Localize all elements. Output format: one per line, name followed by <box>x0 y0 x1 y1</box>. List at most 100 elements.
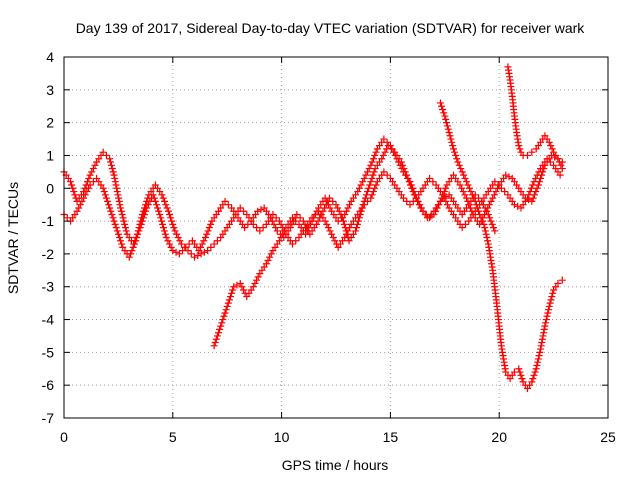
data-point <box>334 217 342 225</box>
data-point <box>91 161 99 169</box>
data-point <box>241 224 249 232</box>
data-point <box>133 230 141 238</box>
data-point <box>483 234 491 241</box>
data-point <box>458 184 466 192</box>
data-point <box>257 206 265 214</box>
data-point <box>344 204 352 212</box>
data-point <box>166 211 174 219</box>
data-point <box>200 248 208 256</box>
data-point <box>354 188 362 196</box>
data-point <box>346 201 354 209</box>
data-point <box>224 201 232 209</box>
data-point <box>99 184 107 192</box>
data-point <box>198 240 206 248</box>
data-point <box>254 207 262 215</box>
data-point <box>481 204 489 212</box>
data-point <box>236 279 244 287</box>
data-point <box>472 201 480 209</box>
data-point <box>488 220 496 228</box>
data-point <box>440 109 448 117</box>
data-point <box>381 148 389 156</box>
data-point <box>139 207 147 215</box>
data-point <box>494 181 502 189</box>
data-point <box>549 289 557 297</box>
data-point <box>170 224 178 232</box>
data-point <box>357 181 365 189</box>
data-point <box>111 178 119 186</box>
data-point <box>127 250 135 258</box>
x-tick-label: 25 <box>600 429 616 445</box>
data-point <box>399 194 407 202</box>
chart-title: Day 139 of 2017, Sidereal Day-to-day VTE… <box>76 20 586 36</box>
x-tick-label: 10 <box>274 429 290 445</box>
data-point <box>229 286 237 294</box>
data-point <box>542 316 550 324</box>
data-point <box>201 234 209 241</box>
data-point <box>221 309 229 317</box>
series-3 <box>210 135 499 350</box>
y-tick-label: -6 <box>42 377 55 393</box>
data-point <box>446 132 454 140</box>
data-point <box>335 207 343 215</box>
data-point <box>210 342 218 350</box>
series-2 <box>60 155 564 261</box>
data-point <box>279 230 287 238</box>
data-point <box>536 348 544 356</box>
data-point <box>169 247 177 255</box>
data-point <box>118 211 126 219</box>
data-point <box>479 201 487 209</box>
data-point <box>292 237 300 245</box>
data-point <box>371 184 379 192</box>
data-point <box>212 335 220 343</box>
data-point <box>135 224 143 232</box>
data-point <box>104 197 112 205</box>
data-point <box>256 227 264 235</box>
data-point <box>306 220 314 228</box>
data-point <box>386 142 394 150</box>
y-tick-label: -4 <box>42 312 55 328</box>
data-point <box>403 197 411 205</box>
data-point <box>407 181 415 189</box>
data-point <box>444 201 452 209</box>
data-point <box>463 178 471 186</box>
data-point <box>414 197 422 205</box>
data-point <box>70 188 78 196</box>
data-point <box>470 194 478 202</box>
data-point <box>450 145 458 153</box>
data-point <box>109 168 117 176</box>
data-point <box>416 201 424 209</box>
data-point <box>262 260 270 268</box>
data-point <box>454 158 462 166</box>
data-point <box>538 339 546 347</box>
data-point <box>379 151 387 159</box>
data-point <box>114 191 122 199</box>
data-point <box>211 339 219 347</box>
data-point <box>164 207 172 215</box>
data-point <box>292 217 300 225</box>
data-point <box>328 230 336 238</box>
data-point <box>359 178 367 186</box>
data-point <box>360 201 368 209</box>
data-point <box>391 151 399 159</box>
data-point <box>547 142 555 150</box>
data-point <box>542 319 550 327</box>
data-point <box>321 217 329 225</box>
data-point <box>113 227 121 235</box>
data-point <box>84 184 92 192</box>
data-point <box>557 161 565 169</box>
data-point <box>203 230 211 238</box>
data-point <box>481 227 489 235</box>
data-point <box>275 217 283 225</box>
data-point <box>115 194 123 202</box>
data-point <box>532 174 540 182</box>
data-point <box>551 153 559 161</box>
data-point <box>378 155 386 163</box>
data-point <box>441 112 449 120</box>
data-point <box>535 168 543 176</box>
data-point <box>460 171 468 179</box>
data-point <box>449 142 457 150</box>
x-tick-label: 15 <box>383 429 399 445</box>
data-point <box>516 368 524 376</box>
